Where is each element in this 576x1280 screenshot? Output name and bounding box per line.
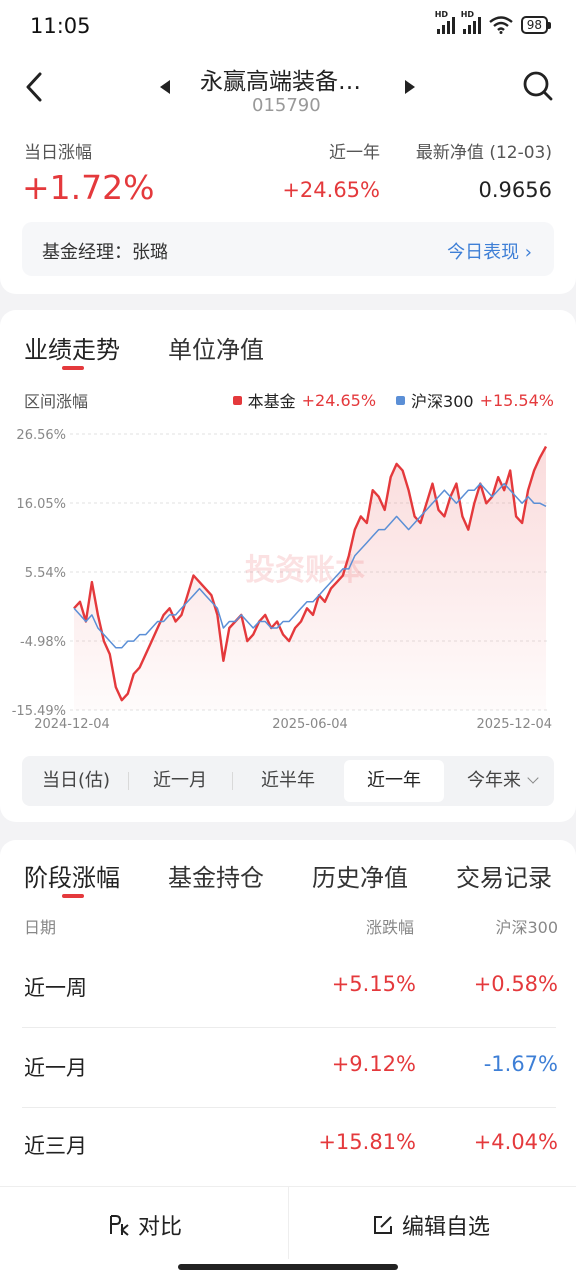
legend-bench-marker	[396, 395, 406, 405]
period-1y[interactable]: 近一年	[344, 760, 444, 802]
row-bench: -1.67%	[483, 1052, 558, 1076]
performance-line-chart[interactable]: 26.56% 16.05% 5.54% -4.98% -15.49%2024-12-04…	[0, 422, 576, 742]
period-6m[interactable]: 近半年	[261, 770, 315, 791]
row-period: 近一月	[24, 1056, 87, 1080]
tab-stage-change[interactable]: 阶段涨幅	[24, 864, 120, 892]
fund-manager-label: 基金经理：张璐	[42, 242, 168, 263]
chevron-down-icon	[527, 772, 539, 784]
legend-fund-marker	[232, 395, 242, 405]
x-tick-label: 2024-12-04	[34, 717, 110, 732]
row-period: 近一周	[24, 976, 87, 1000]
y-tick-label: -4.98%	[20, 635, 66, 650]
fund-area	[74, 446, 546, 710]
fund-manager-row[interactable]: 基金经理：张璐 今日表现 ›	[22, 222, 554, 276]
edit-icon	[374, 1216, 392, 1234]
day-change-value: +1.72%	[22, 168, 155, 207]
x-tick-label: 2025-12-04	[476, 717, 552, 732]
tab-indicator	[62, 366, 84, 370]
fund-code: 015790	[252, 95, 321, 116]
period-divider	[232, 772, 233, 790]
y-tick-label: 16.05%	[16, 497, 66, 512]
period-1m[interactable]: 近一月	[153, 770, 207, 791]
header-bench: 沪深300	[495, 918, 558, 937]
row-change: +5.15%	[331, 972, 416, 996]
signal-icon: HD	[461, 10, 481, 34]
tab-unit-nav[interactable]: 单位净值	[168, 336, 264, 364]
row-change: +9.12%	[331, 1052, 416, 1076]
year-change-label: 近一年	[329, 143, 380, 163]
nav-value: 0.9656	[478, 178, 552, 202]
performance-chart-card: 业绩走势 单位净值 区间涨幅 本基金 +24.65% 沪深300 +15.54%…	[0, 310, 576, 822]
today-performance-link[interactable]: 今日表现 ›	[447, 242, 532, 263]
fund-name: 永赢高端装备…	[200, 69, 361, 95]
row-bench: +4.04%	[473, 1130, 558, 1154]
compare-label: 对比	[138, 1215, 183, 1240]
legend-bench-value: +15.54%	[479, 390, 554, 410]
tab-nav-history[interactable]: 历史净值	[312, 864, 408, 892]
status-time: 11:05	[30, 14, 91, 38]
period-selector: 当日(估) 近一月 近半年 近一年 今年来	[22, 756, 554, 806]
range-change-label: 区间涨幅	[24, 392, 89, 411]
tab-trade-records[interactable]: 交易记录	[456, 864, 552, 892]
tab-performance-trend[interactable]: 业绩走势	[24, 336, 120, 364]
next-fund-icon[interactable]	[405, 80, 415, 94]
legend-bench-name: 沪深300	[411, 392, 474, 411]
tab-holdings[interactable]: 基金持仓	[168, 864, 264, 892]
back-icon[interactable]	[22, 70, 50, 104]
status-icons: HD HD 98	[435, 10, 552, 34]
fund-header-card: 永赢高端装备… 015790 当日涨幅 近一年 最新净值 (12-03) +1.…	[0, 52, 576, 294]
header-date: 日期	[24, 918, 57, 937]
row-period: 近三月	[24, 1134, 87, 1158]
legend-fund-name: 本基金	[247, 392, 296, 411]
y-tick-label: 5.54%	[25, 566, 66, 581]
x-tick-label: 2025-06-04	[272, 717, 348, 732]
y-tick-label: -15.49%	[12, 704, 66, 719]
legend-fund-value: +24.65%	[301, 390, 377, 410]
row-bench: +0.58%	[473, 972, 558, 996]
table-row: 近一周 +5.15% +0.58%	[22, 950, 558, 1028]
benchmark-series-line	[73, 482, 547, 649]
period-ytd-dropdown[interactable]: 今年来	[450, 756, 554, 806]
battery-icon: 98	[520, 16, 552, 34]
row-change: +15.81%	[318, 1130, 416, 1154]
year-change-value: +24.65%	[282, 178, 380, 202]
compare-button[interactable]: 对比	[108, 1209, 182, 1241]
signal-icon: HD	[435, 10, 455, 34]
day-change-label: 当日涨幅	[24, 143, 92, 163]
table-row: 近一月 +9.12% -1.67%	[22, 1030, 558, 1108]
bottom-divider	[288, 1187, 289, 1259]
header-change: 涨跌幅	[365, 918, 414, 937]
edit-watchlist-label: 编辑自选	[402, 1215, 491, 1240]
status-bar: 11:05 HD HD 98	[0, 0, 576, 52]
chart-legend: 本基金 +24.65% 沪深300 +15.54%	[232, 388, 554, 412]
fund-series-line	[73, 445, 548, 702]
period-divider	[128, 772, 129, 790]
tab-indicator	[62, 894, 84, 898]
table-row: 近三月 +15.81% +4.04%	[22, 1108, 558, 1186]
period-ytd-label: 今年来	[467, 770, 521, 791]
edit-watchlist-button[interactable]: 编辑自选	[372, 1209, 490, 1241]
stage-performance-card: 阶段涨幅 基金持仓 历史净值 交易记录 日期 涨跌幅 沪深300 近一周 +5.…	[0, 840, 576, 1200]
prev-fund-icon[interactable]	[160, 80, 170, 94]
pk-icon	[110, 1215, 129, 1236]
search-icon[interactable]	[522, 70, 554, 102]
wifi-icon	[488, 16, 513, 34]
period-today[interactable]: 当日(估)	[41, 770, 111, 791]
bottom-action-bar: 对比 编辑自选	[0, 1186, 576, 1280]
nav-label: 最新净值 (12-03)	[415, 143, 552, 163]
y-tick-label: 26.56%	[16, 428, 66, 443]
home-indicator	[178, 1264, 398, 1270]
